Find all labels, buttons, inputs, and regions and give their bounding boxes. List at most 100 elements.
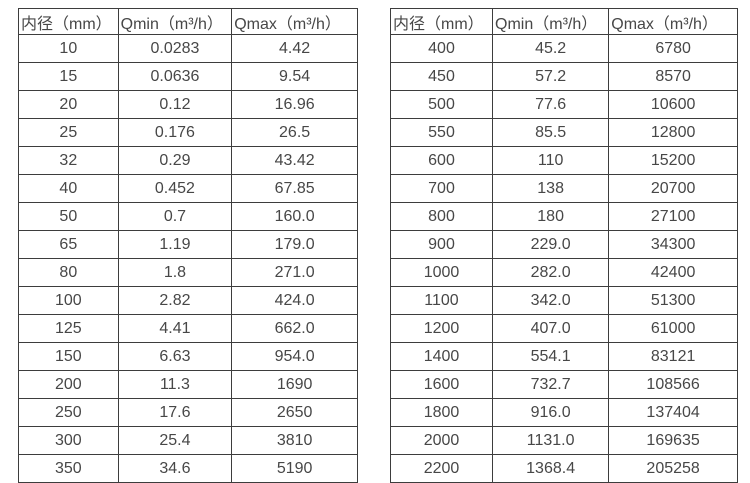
cell-diameter: 550 [389,118,494,147]
table-row: 800 180 27100 [389,202,738,231]
cell-qmin: 180 [492,202,610,231]
cell-qmax: 83121 [608,342,738,371]
cell-qmin: 1131.0 [492,426,610,455]
cell-qmin: 342.0 [492,286,610,315]
flow-rate-table-small-diameters: 内径（mm） Qmin（m³/h） Qmax（m³/h） 10 0.0283 4.42 15… [18,8,358,483]
table-row: 15 0.0636 9.54 [18,62,358,91]
cell-diameter: 1100 [389,286,494,315]
cell-qmax: 27100 [608,202,738,231]
cell-diameter: 450 [389,62,494,91]
cell-qmin: 0.176 [117,118,233,147]
table-row: 900 229.0 34300 [389,230,738,259]
cell-qmax: 137404 [608,398,738,427]
cell-qmin: 57.2 [492,62,610,91]
cell-qmin: 732.7 [492,370,610,399]
table-row: 1400 554.1 83121 [389,342,738,371]
cell-diameter: 350 [18,454,119,483]
cell-qmax: 662.0 [231,314,358,343]
table-row: 250 17.6 2650 [18,398,358,427]
table-row: 20 0.12 16.96 [18,90,358,119]
cell-qmax: 1690 [231,370,358,399]
cell-qmax: 2650 [231,398,358,427]
table-row: 32 0.29 43.42 [18,146,358,175]
table-row: 1100 342.0 51300 [389,286,738,315]
cell-qmin: 0.29 [117,146,233,175]
cell-qmin: 1.19 [117,230,233,259]
cell-qmax: 61000 [608,314,738,343]
cell-qmin: 2.82 [117,286,233,315]
cell-qmin: 0.7 [117,202,233,231]
cell-qmin: 85.5 [492,118,610,147]
cell-diameter: 25 [18,118,119,147]
cell-qmax: 43.42 [231,146,358,175]
table-row: 300 25.4 3810 [18,426,358,455]
cell-qmin: 4.41 [117,314,233,343]
cell-diameter: 2000 [389,426,494,455]
column-header-qmax: Qmax（m³/h） [608,8,738,35]
cell-diameter: 900 [389,230,494,259]
table-row: 80 1.8 271.0 [18,258,358,287]
cell-qmax: 16.96 [231,90,358,119]
cell-diameter: 10 [18,34,119,63]
cell-qmax: 5190 [231,454,358,483]
cell-qmax: 424.0 [231,286,358,315]
cell-qmin: 407.0 [492,314,610,343]
cell-diameter: 32 [18,146,119,175]
cell-qmax: 42400 [608,258,738,287]
table-row: 1000 282.0 42400 [389,258,738,287]
cell-qmax: 15200 [608,146,738,175]
cell-diameter: 1600 [389,370,494,399]
cell-diameter: 200 [18,370,119,399]
cell-qmin: 0.0283 [117,34,233,63]
cell-qmax: 108566 [608,370,738,399]
cell-diameter: 600 [389,146,494,175]
cell-qmax: 179.0 [231,230,358,259]
cell-diameter: 65 [18,230,119,259]
cell-diameter: 800 [389,202,494,231]
cell-qmax: 169635 [608,426,738,455]
cell-diameter: 15 [18,62,119,91]
header-row: 内径（mm） Qmin（m³/h） Qmax（m³/h） [389,8,738,35]
flow-rate-table-large-diameters: 内径（mm） Qmin（m³/h） Qmax（m³/h） 400 45.2 6780 450… [389,8,738,483]
table-row: 400 45.2 6780 [389,34,738,63]
table-row: 350 34.6 5190 [18,454,358,483]
cell-qmin: 17.6 [117,398,233,427]
cell-qmin: 25.4 [117,426,233,455]
cell-diameter: 40 [18,174,119,203]
cell-qmin: 282.0 [492,258,610,287]
cell-diameter: 1800 [389,398,494,427]
cell-diameter: 1400 [389,342,494,371]
cell-qmin: 6.63 [117,342,233,371]
cell-diameter: 125 [18,314,119,343]
column-header-qmax: Qmax（m³/h） [231,8,358,35]
cell-qmax: 8570 [608,62,738,91]
table-row: 450 57.2 8570 [389,62,738,91]
cell-qmin: 1.8 [117,258,233,287]
cell-diameter: 1200 [389,314,494,343]
table-row: 500 77.6 10600 [389,90,738,119]
cell-diameter: 500 [389,90,494,119]
cell-qmax: 12800 [608,118,738,147]
table-row: 550 85.5 12800 [389,118,738,147]
header-row: 内径（mm） Qmin（m³/h） Qmax（m³/h） [18,8,358,35]
cell-qmax: 205258 [608,454,738,483]
cell-qmax: 271.0 [231,258,358,287]
cell-diameter: 400 [389,34,494,63]
cell-diameter: 20 [18,90,119,119]
cell-diameter: 1000 [389,258,494,287]
cell-qmax: 20700 [608,174,738,203]
table-row: 700 138 20700 [389,174,738,203]
cell-qmax: 160.0 [231,202,358,231]
cell-qmin: 0.0636 [117,62,233,91]
cell-qmax: 10600 [608,90,738,119]
cell-qmin: 138 [492,174,610,203]
cell-qmax: 51300 [608,286,738,315]
cell-qmin: 229.0 [492,230,610,259]
cell-diameter: 300 [18,426,119,455]
table-row: 150 6.63 954.0 [18,342,358,371]
table-row: 2200 1368.4 205258 [389,454,738,483]
cell-diameter: 250 [18,398,119,427]
column-header-qmin: Qmin（m³/h） [492,8,610,35]
cell-diameter: 100 [18,286,119,315]
